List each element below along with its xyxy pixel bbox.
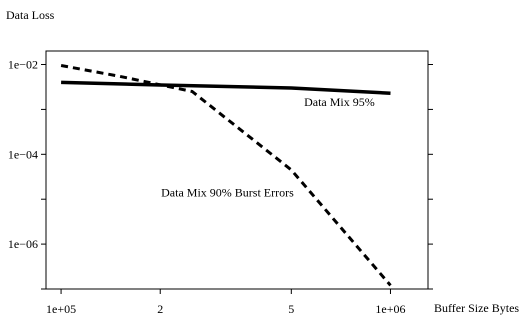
- x-tick-label: 1e+05: [46, 302, 76, 316]
- x-tick-label: 5: [288, 302, 294, 316]
- series-layer: [60, 64, 392, 287]
- ticks-layer: 1e+05 2 5 1e+06 1e−02 1e−04 1e−06: [8, 58, 433, 316]
- series-line-1: [61, 80, 391, 95]
- x-tick-label: 2: [157, 302, 163, 316]
- x-axis-label: Buffer Size Bytes: [434, 301, 519, 315]
- x-tick-label: 1e+06: [375, 302, 405, 316]
- annotation-layer: Data Mix 95% Data Mix 90% Burst Errors: [161, 95, 375, 200]
- y-tick-label: 1e−02: [8, 58, 38, 72]
- y-axis-label: Data Loss: [6, 8, 55, 22]
- y-tick-label: 1e−06: [8, 237, 38, 251]
- plot-frame: [45, 50, 429, 290]
- y-tick-label: 1e−04: [8, 147, 38, 161]
- series-line-2: [60, 64, 392, 287]
- series-annotation-1: Data Mix 95%: [304, 95, 375, 109]
- series-annotation-2: Data Mix 90% Burst Errors: [161, 185, 294, 199]
